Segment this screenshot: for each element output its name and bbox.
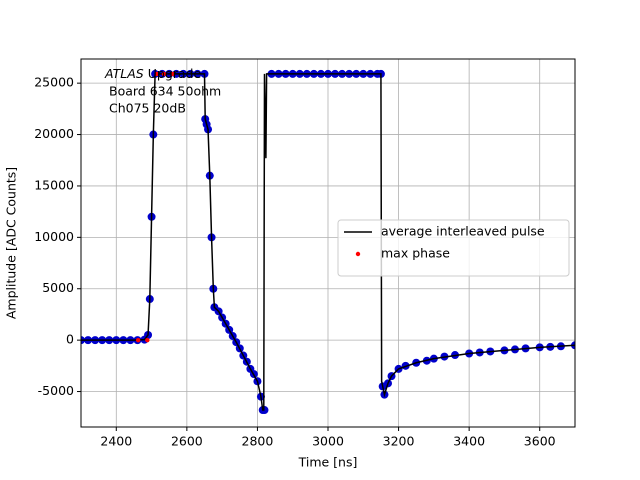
x-tick-label: 2600 (171, 434, 203, 449)
plot-area (81, 69, 575, 415)
max-phase-point (145, 337, 150, 343)
y-tick-label: 20000 (34, 126, 74, 141)
annotation-text: Upgrade (148, 66, 202, 81)
max-phase-point (135, 337, 141, 343)
x-axis-label: Time [ns] (298, 455, 358, 470)
y-tick-label: -5000 (38, 383, 74, 398)
axes-frame (80, 58, 576, 428)
x-tick-label: 2800 (242, 434, 274, 449)
legend-marker (355, 251, 361, 257)
x-tick-label: 2400 (100, 434, 132, 449)
annotation-text: Ch075 20dB (109, 101, 186, 116)
annotation-italic: ATLAS (104, 66, 144, 81)
x-tick-label: 3600 (524, 434, 556, 449)
y-axis-label: Amplitude [ADC Counts] (4, 167, 19, 319)
y-tick-label: 5000 (42, 280, 74, 295)
legend-label: average interleaved pulse (381, 224, 545, 239)
y-tick-label: 0 (66, 332, 74, 347)
max-phase-point (170, 71, 175, 77)
max-phase-point (154, 71, 160, 77)
annotation-text: Board 634 50ohm (109, 84, 221, 99)
legend-box (337, 219, 570, 277)
x-tick-label: 3200 (383, 434, 415, 449)
legend-label: max phase (381, 246, 450, 261)
y-tick-label: 15000 (34, 177, 74, 192)
annotation: ATLAS Upgrade (104, 66, 201, 81)
x-tick-label: 3400 (453, 434, 485, 449)
x-tick-label: 3000 (312, 434, 344, 449)
y-tick-label: 10000 (34, 229, 74, 244)
pulse-line (81, 73, 575, 411)
y-tick-label: 25000 (34, 75, 74, 90)
max-phase-point (161, 71, 167, 77)
